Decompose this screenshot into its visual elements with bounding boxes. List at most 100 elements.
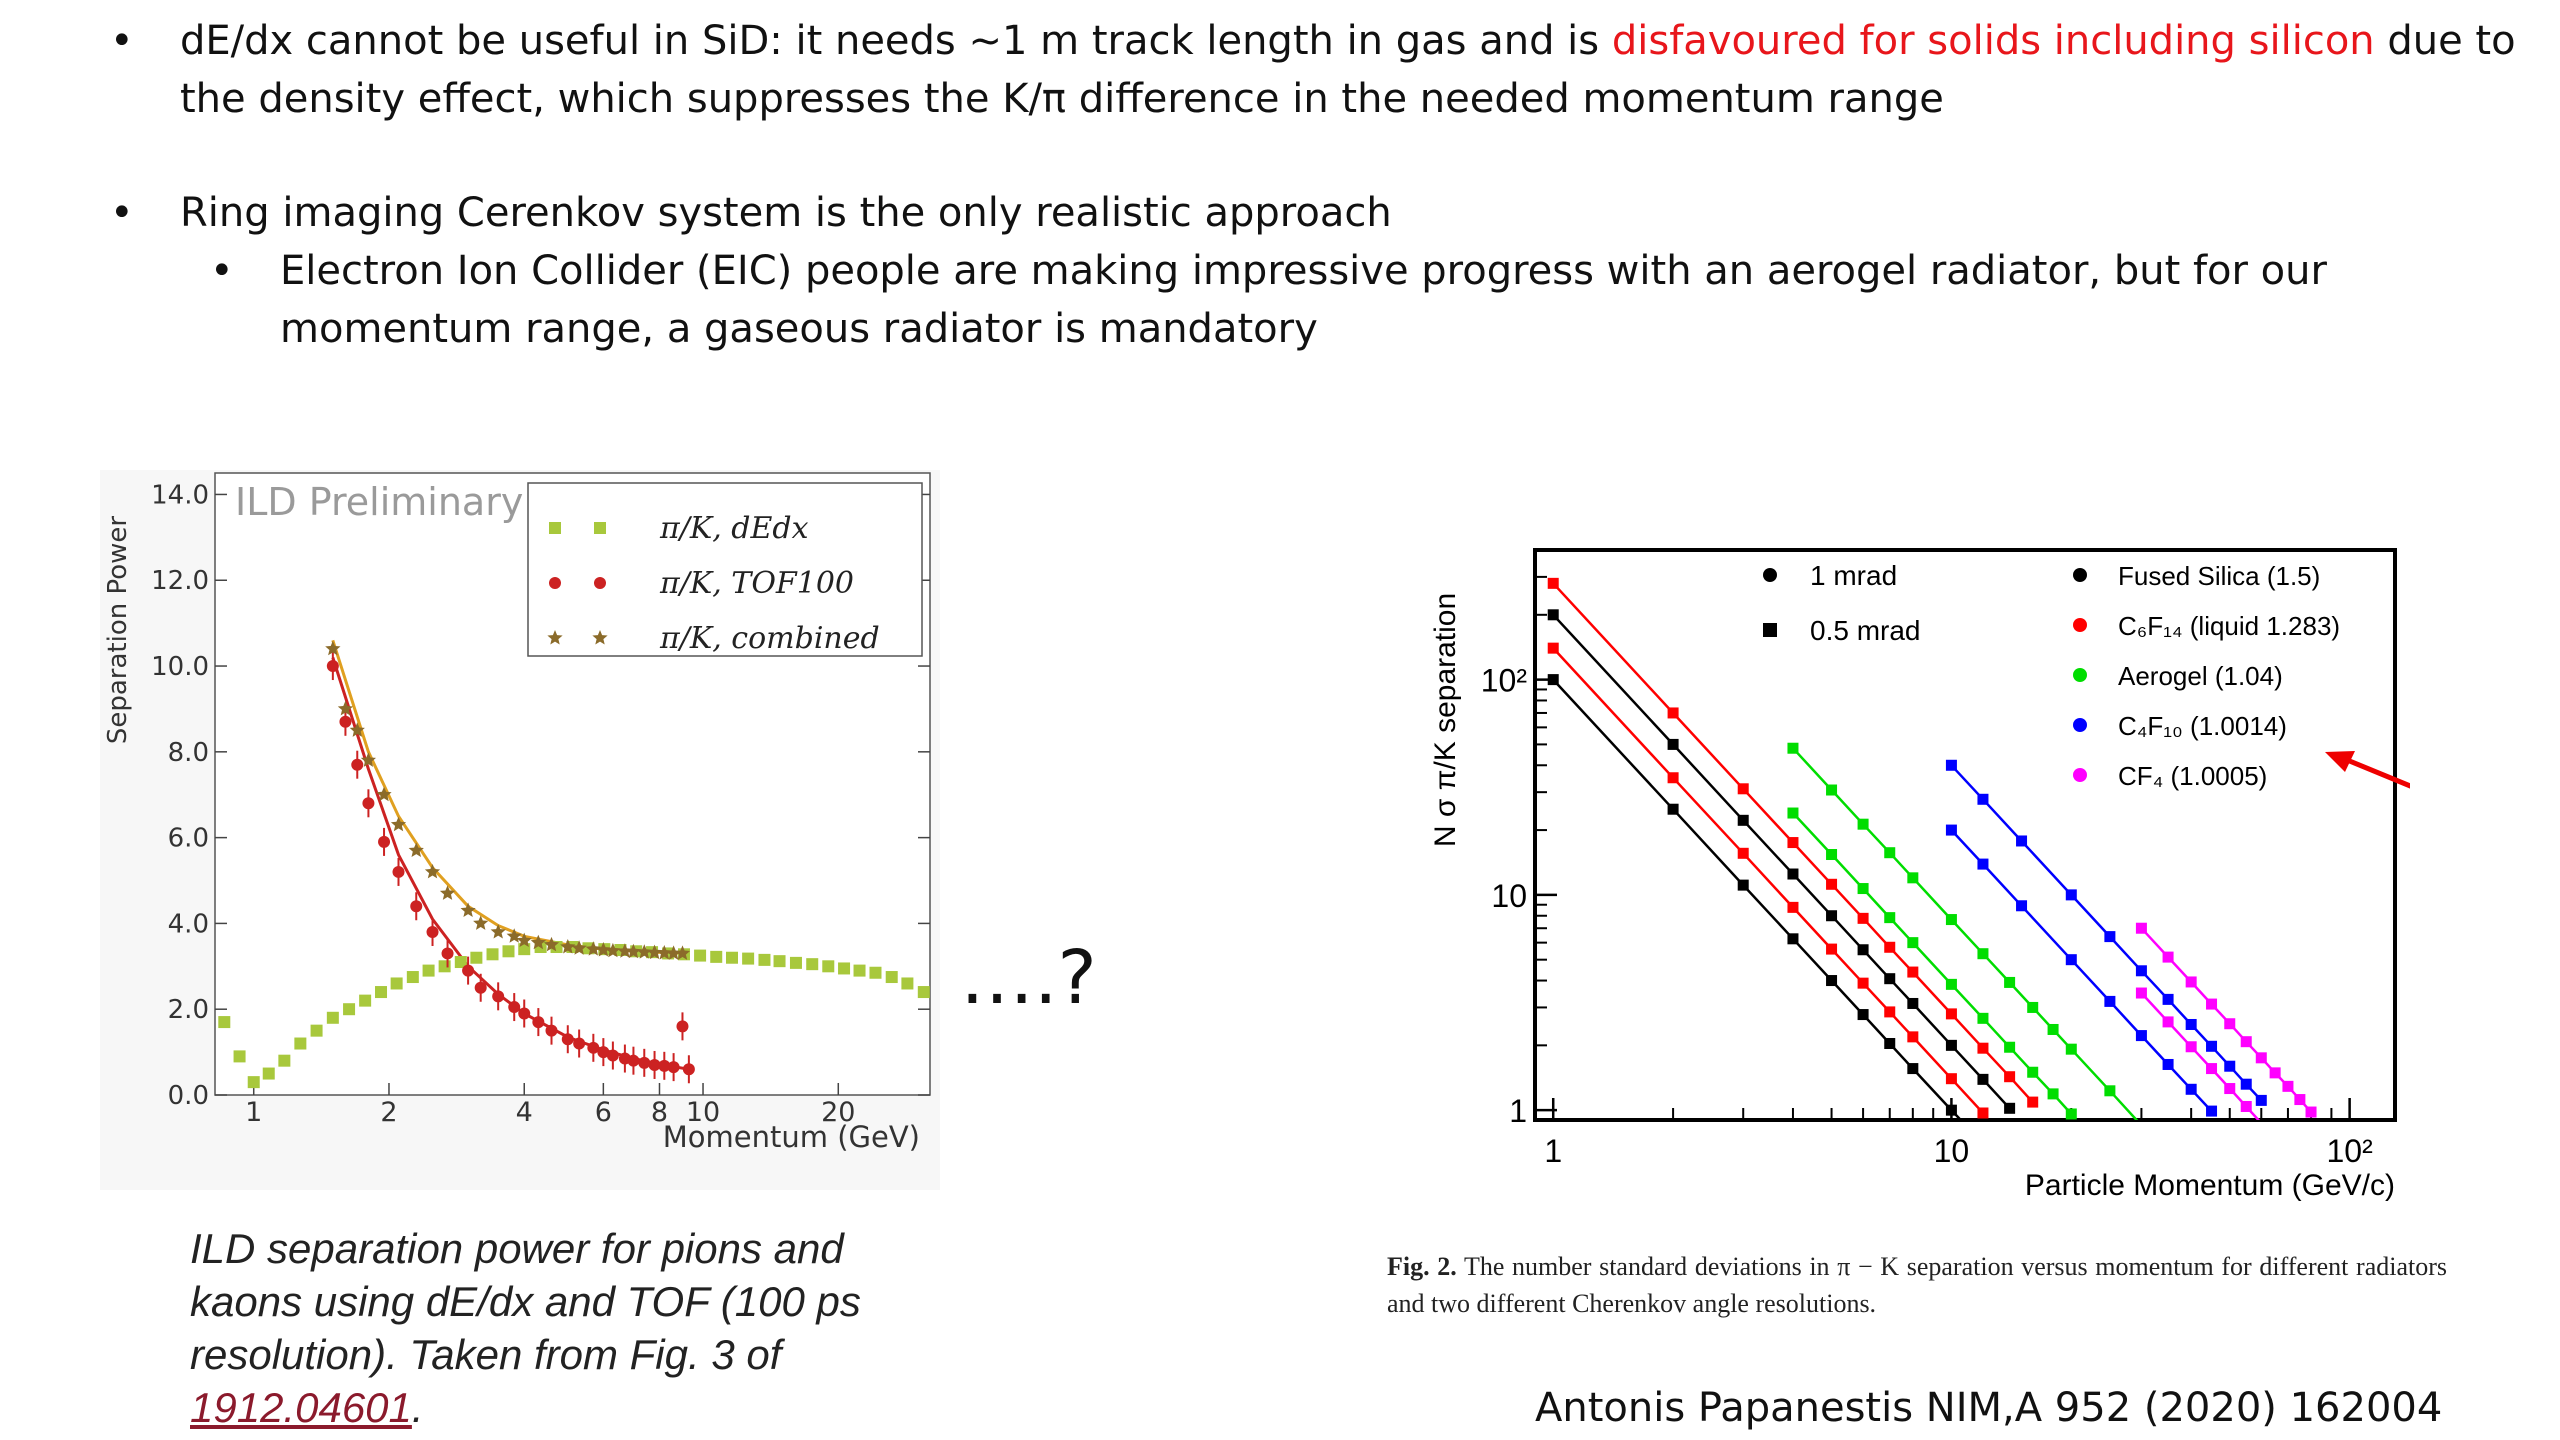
- x-tick-label: 8: [651, 1097, 668, 1128]
- data-point: [325, 640, 341, 656]
- data-point: [1787, 807, 1799, 819]
- data-point: [1977, 793, 1989, 805]
- data-point: [1787, 742, 1799, 754]
- data-point: [666, 945, 682, 960]
- data-point: [424, 863, 441, 879]
- data-point: [294, 1037, 307, 1050]
- data-point: [1977, 1073, 1989, 1085]
- data-point: [636, 944, 652, 959]
- data-point: [1945, 1008, 1957, 1020]
- data-point: [1945, 978, 1957, 990]
- data-point: [2240, 1036, 2252, 1048]
- data-point: [508, 1001, 521, 1014]
- legend-label: CF₄ (1.0005): [2118, 761, 2267, 791]
- data-point: [1977, 1107, 1989, 1119]
- legend-marker: [1763, 623, 1777, 637]
- figure-number: Fig. 2.: [1387, 1252, 1457, 1281]
- data-point: [561, 1033, 574, 1046]
- bullet-text: Electron Ion Collider (EIC) people are m…: [280, 248, 2327, 352]
- legend-label: π/K, TOF100: [659, 566, 854, 601]
- data-point: [1667, 803, 1679, 815]
- data-point: [1977, 858, 1989, 870]
- legend-marker: [594, 577, 606, 589]
- legend-label: Fused Silica (1.5): [2118, 561, 2320, 591]
- data-point: [2162, 1016, 2174, 1028]
- data-point: [473, 915, 489, 930]
- data-point: [2162, 951, 2174, 963]
- x-tick-label: 10²: [2327, 1133, 2374, 1169]
- data-point: [710, 950, 723, 963]
- legend-marker: [2073, 618, 2087, 632]
- data-point: [2004, 1102, 2016, 1114]
- data-point: [2047, 1023, 2059, 1035]
- arrow-head: [2325, 751, 2355, 772]
- data-point: [1945, 1104, 1957, 1116]
- data-point: [742, 952, 755, 965]
- data-point: [2027, 1066, 2039, 1078]
- data-point: [2185, 1018, 2197, 1030]
- data-point: [606, 1049, 619, 1062]
- data-point: [2004, 976, 2016, 988]
- bullet-dot: •: [210, 248, 234, 294]
- data-point: [1977, 948, 1989, 960]
- arxiv-link[interactable]: 1912.04601: [190, 1384, 412, 1431]
- legend-label: π/K, dEdx: [659, 511, 809, 546]
- legend: π/K, dEdx π/K, TOF100 π/K, combined: [527, 482, 923, 657]
- data-point: [1857, 818, 1869, 830]
- data-point: [1547, 609, 1559, 621]
- data-point: [627, 1054, 640, 1067]
- data-point: [2016, 835, 2028, 847]
- data-point: [218, 1016, 231, 1029]
- data-point: [694, 949, 707, 962]
- data-point: [2065, 1108, 2077, 1120]
- caption-text: ILD separation power for pions and kaons…: [190, 1225, 861, 1378]
- data-point: [585, 941, 601, 956]
- data-point: [2004, 1041, 2016, 1053]
- legend-marker: [594, 522, 606, 534]
- data-point: [2224, 1060, 2236, 1072]
- data-point: [408, 842, 424, 857]
- data-point: [470, 951, 483, 964]
- bullet-list: • dE/dx cannot be useful in SiD: it need…: [110, 12, 2530, 358]
- data-point: [2240, 1100, 2252, 1112]
- legend-label: 0.5 mrad: [1810, 615, 1921, 646]
- legend-label: π/K, combined: [659, 621, 880, 656]
- data-point: [822, 960, 835, 973]
- data-point: [392, 865, 405, 878]
- data-point: [2305, 1106, 2317, 1118]
- data-point: [2224, 1083, 2236, 1095]
- data-point: [532, 1016, 545, 1029]
- data-point: [326, 660, 339, 673]
- data-point: [2206, 998, 2218, 1010]
- data-point: [337, 700, 353, 716]
- data-point: [1907, 1063, 1919, 1075]
- data-point: [2206, 1063, 2218, 1075]
- series-line: [1945, 824, 2218, 1117]
- data-point: [454, 956, 467, 969]
- data-point: [492, 990, 505, 1003]
- data-point: [2135, 922, 2147, 934]
- y-tick-label: 10.0: [151, 652, 209, 682]
- data-point: [1737, 783, 1749, 795]
- data-point: [2294, 1094, 2306, 1106]
- data-point: [2027, 1001, 2039, 1013]
- data-point: [2065, 889, 2077, 901]
- data-point: [1884, 1037, 1896, 1049]
- data-point: [349, 722, 365, 737]
- data-point: [1884, 912, 1896, 924]
- data-point: [543, 936, 560, 952]
- data-point: [262, 1067, 275, 1080]
- data-point: [2104, 931, 2116, 943]
- data-point: [460, 902, 476, 917]
- data-point: [2065, 954, 2077, 966]
- data-point: [1667, 707, 1679, 719]
- data-point: [2065, 1043, 2077, 1055]
- data-point: [1826, 849, 1838, 861]
- y-tick-label: 4.0: [168, 909, 209, 939]
- data-point: [1977, 1042, 1989, 1054]
- y-tick-label: 14.0: [151, 480, 209, 510]
- data-point: [2135, 987, 2147, 999]
- legend-label: C₆F₁₄ (liquid 1.283): [2118, 611, 2340, 641]
- data-point: [2255, 1094, 2267, 1106]
- data-point: [518, 943, 531, 956]
